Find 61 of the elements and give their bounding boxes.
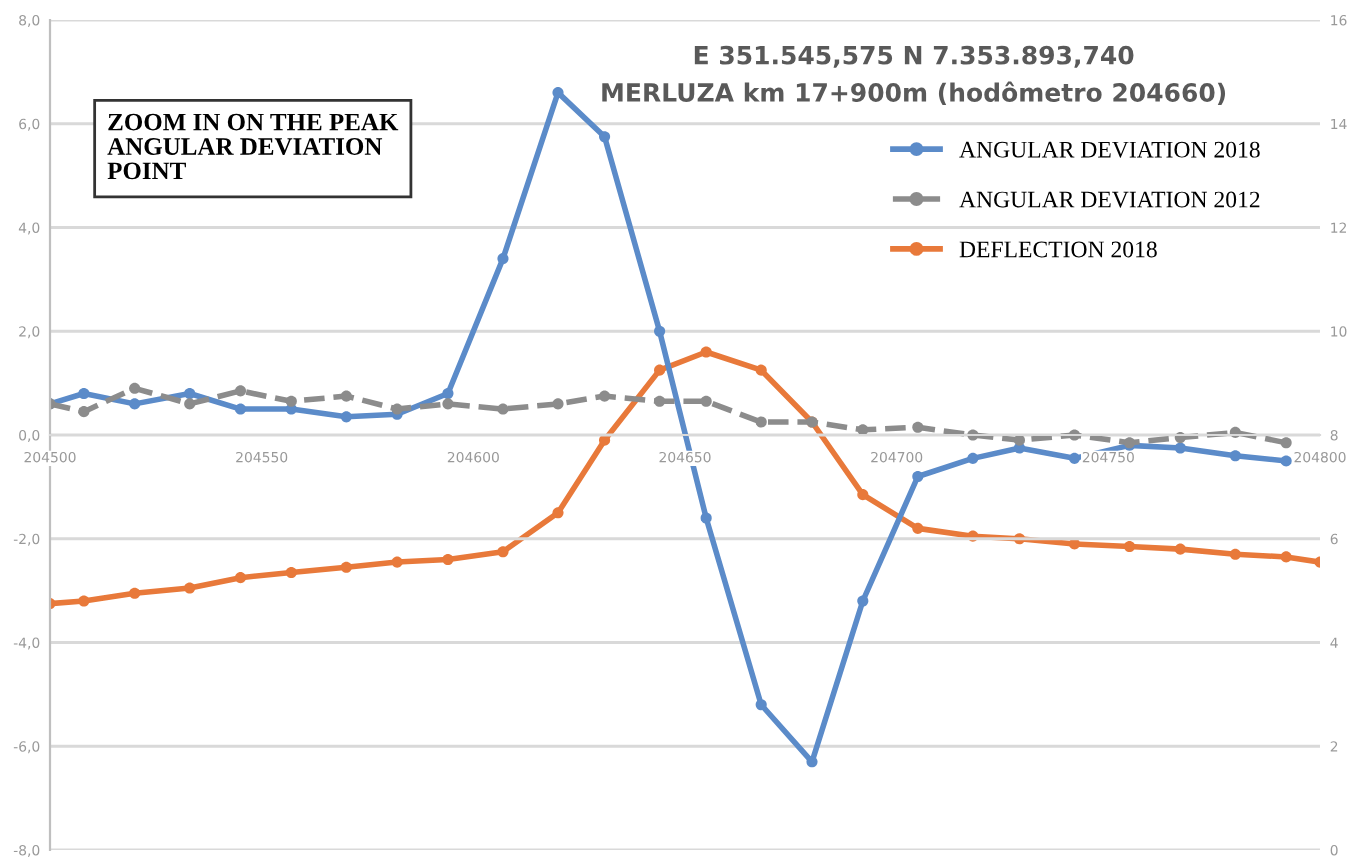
point [700, 395, 712, 407]
point [552, 398, 564, 410]
point [912, 522, 924, 534]
point [552, 87, 564, 99]
point [442, 553, 454, 566]
point [78, 595, 90, 607]
point [340, 411, 352, 423]
point [340, 390, 352, 402]
point [391, 556, 403, 568]
point [599, 131, 611, 143]
point [234, 572, 247, 584]
point [391, 403, 403, 415]
point [285, 395, 297, 407]
legend-label: DEFLECTION 2018 [959, 241, 1157, 258]
point [1229, 450, 1241, 462]
legend-label: ANGULAR DEVIATION 2018 [959, 141, 1260, 158]
point [806, 756, 818, 768]
point [78, 387, 90, 400]
point [654, 395, 666, 407]
point [497, 546, 509, 558]
point [1174, 543, 1186, 555]
point [912, 470, 924, 483]
text: MERLUZA km 17+900m (hodômetro 204660) [602, 81, 1226, 105]
point [857, 489, 869, 501]
point [700, 346, 712, 358]
point [184, 582, 196, 594]
point [857, 595, 869, 607]
point [700, 512, 712, 524]
point [129, 587, 141, 599]
annotation: ZOOM IN ON THE PEAK ANGULAR DEVIATION POINT [107, 113, 399, 180]
text: E 351.545,575 N 7.353.893,740 [694, 45, 1134, 68]
point [442, 398, 454, 410]
point [442, 387, 454, 400]
point [184, 398, 196, 410]
point [497, 403, 509, 415]
point [755, 699, 767, 711]
point [654, 325, 666, 337]
point [654, 364, 666, 376]
point [340, 561, 352, 573]
point [967, 452, 979, 464]
point [129, 382, 141, 394]
point [497, 253, 509, 265]
point [912, 421, 924, 433]
point [1229, 548, 1241, 560]
point [184, 387, 196, 400]
point [599, 390, 611, 402]
point [1123, 540, 1136, 553]
point [1280, 455, 1292, 467]
point [755, 364, 767, 376]
point [552, 507, 564, 519]
point [1280, 437, 1292, 449]
point [1068, 452, 1081, 464]
point [234, 385, 247, 397]
legend-label: ANGULAR DEVIATION 2012 [959, 191, 1260, 208]
point [755, 416, 767, 428]
point [1280, 551, 1292, 563]
point [129, 398, 141, 410]
point [78, 406, 90, 418]
point [1174, 442, 1186, 454]
point [234, 403, 247, 415]
point [285, 566, 297, 579]
